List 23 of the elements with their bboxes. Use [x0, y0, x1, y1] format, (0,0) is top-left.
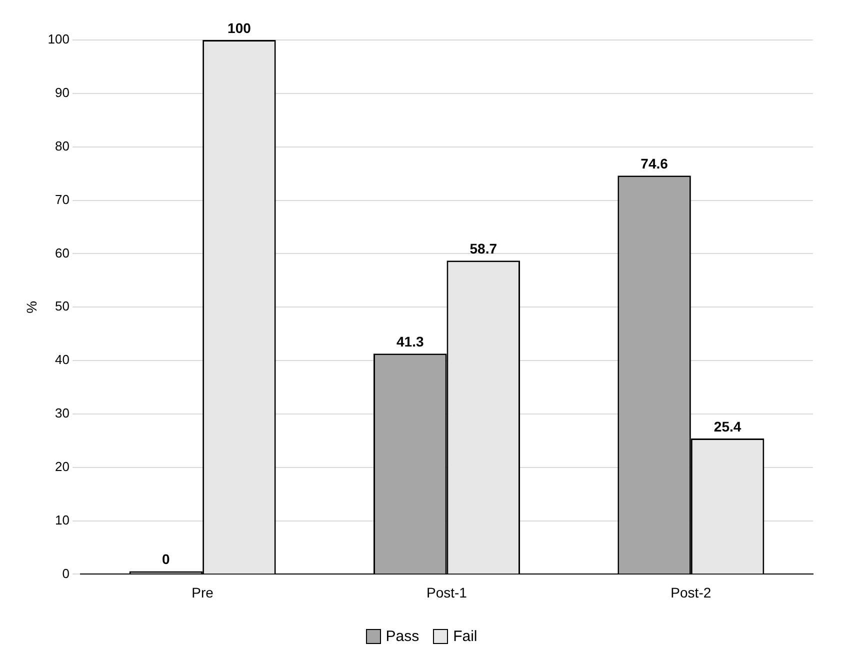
data-label: 41.3 [396, 333, 424, 350]
y-tick-label: 90 [55, 85, 70, 100]
x-tick-label: Pre [192, 584, 214, 600]
y-tick-label: 10 [55, 512, 70, 528]
x-tick-label: Post-2 [670, 584, 712, 600]
legend-label: Fail [453, 628, 478, 644]
data-label: 74.6 [640, 156, 668, 172]
y-tick-label: 40 [55, 352, 70, 368]
y-tick-label: 50 [55, 298, 70, 314]
x-tick-label: Post-1 [426, 584, 468, 600]
y-axis-title: % [23, 300, 40, 314]
data-label: 58.7 [470, 240, 498, 256]
y-tick-label: 60 [55, 245, 70, 260]
y-tick-label: 30 [55, 406, 70, 421]
data-label: 100 [228, 20, 252, 36]
y-tick-label: 20 [55, 458, 70, 474]
y-tick-label: 100 [48, 32, 70, 47]
data-label: 25.4 [714, 418, 742, 434]
y-tick-label: 70 [55, 192, 70, 207]
legend-label: Pass [386, 628, 420, 644]
y-tick-label: 0 [62, 566, 70, 581]
y-tick-label: 80 [55, 138, 70, 154]
data-label: 0 [162, 551, 170, 568]
